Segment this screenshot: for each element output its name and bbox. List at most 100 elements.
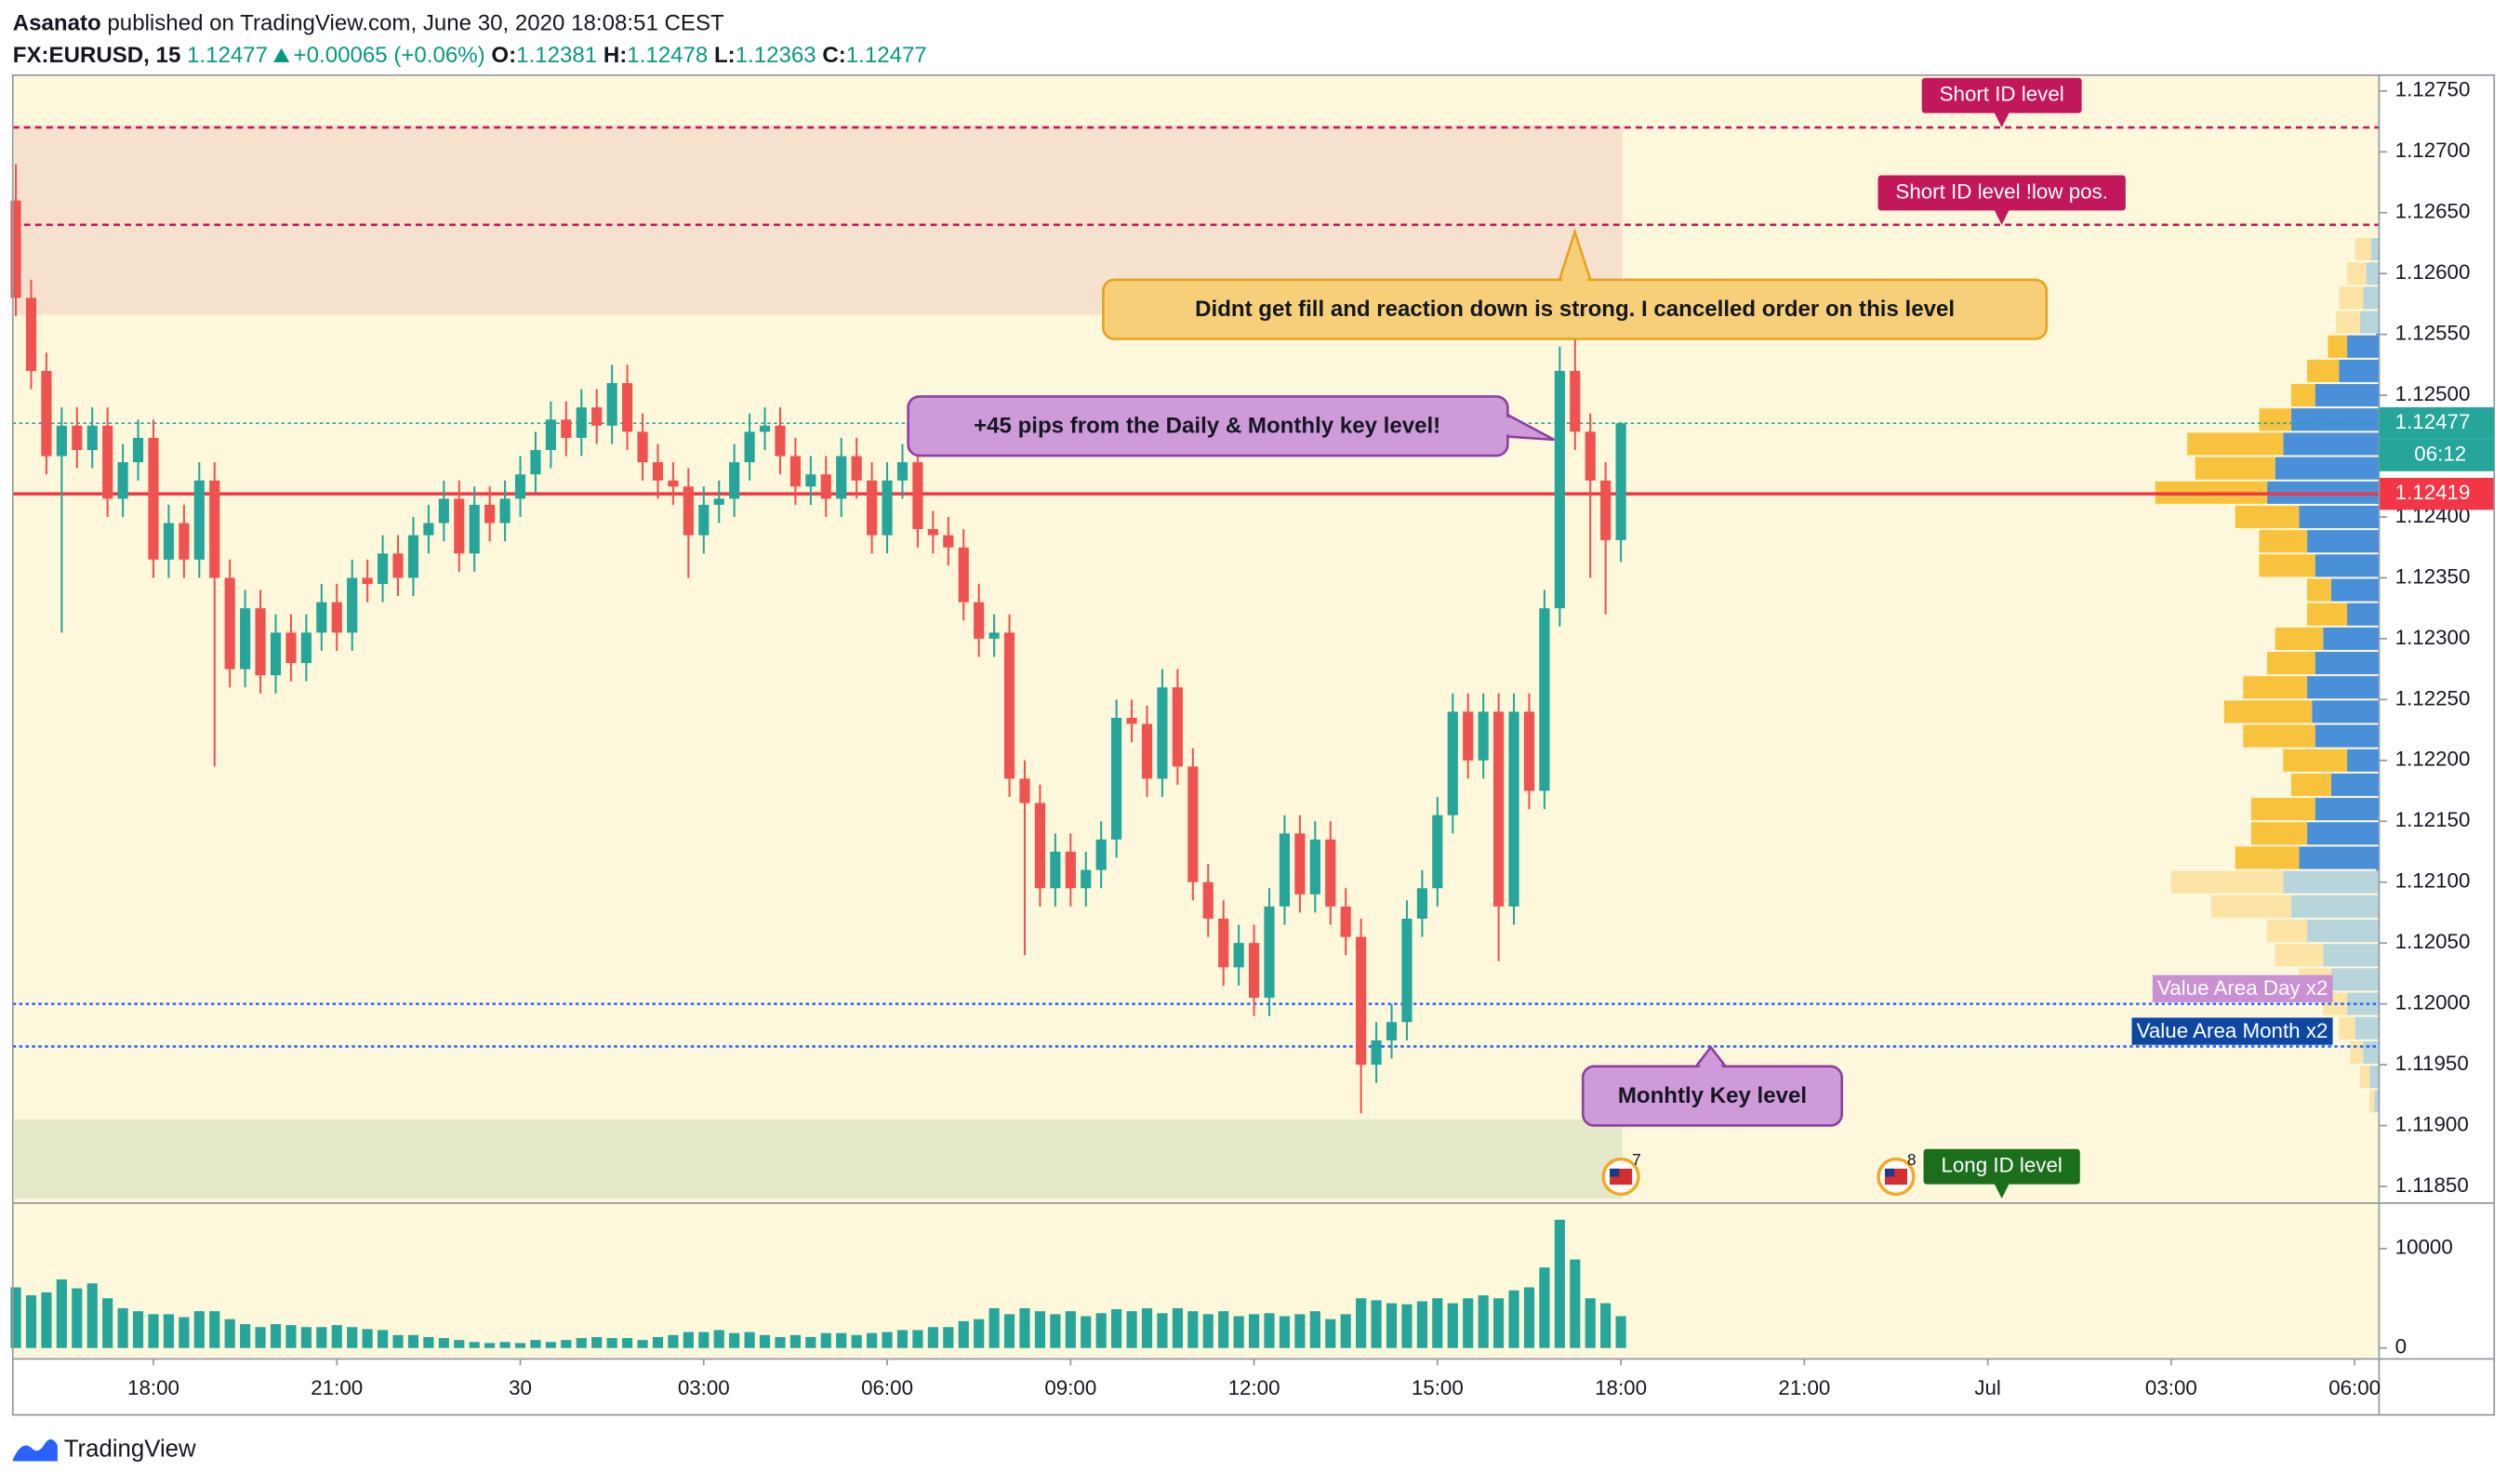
volume-bar — [1141, 1307, 1153, 1348]
candle-body — [1463, 711, 1474, 761]
y-tick-label: 1.12350 — [2395, 564, 2471, 588]
profile-down — [2315, 384, 2380, 407]
candle-body — [637, 431, 648, 463]
candle-body — [1340, 906, 1351, 937]
candle-body — [621, 382, 633, 432]
x-tick-label: 06:00 — [2328, 1376, 2381, 1399]
candle-body — [836, 456, 847, 499]
volume-bar — [1065, 1311, 1076, 1348]
volume-bar — [820, 1332, 831, 1348]
profile-down — [2347, 749, 2380, 772]
level-label-box — [1923, 1148, 2080, 1185]
candle-body — [545, 419, 556, 450]
axis-last-box — [2379, 407, 2495, 440]
callout-text: Didnt get fill and reaction down is stro… — [1195, 297, 1955, 322]
profile-down — [2283, 432, 2380, 456]
candle-body — [102, 425, 113, 499]
candle-body — [958, 547, 969, 603]
profile-up — [2259, 408, 2291, 431]
y-tick-label: 1.12750 — [2395, 78, 2471, 101]
profile-down — [2290, 894, 2380, 918]
callout-seam — [1697, 1053, 1725, 1070]
y-tick-label: 1.12550 — [2395, 322, 2471, 345]
volume-bar — [316, 1327, 327, 1348]
volume-bar — [1478, 1295, 1489, 1348]
volume-bar — [1325, 1318, 1336, 1348]
volume-bar — [1432, 1298, 1443, 1348]
candle-body — [820, 474, 831, 499]
volume-bar — [86, 1283, 98, 1348]
candle-body — [652, 462, 664, 481]
volume-bar — [1050, 1314, 1061, 1348]
candle-body — [1432, 815, 1443, 889]
profile-down — [2312, 700, 2380, 723]
profile-down — [2366, 262, 2380, 285]
volume-bar — [300, 1327, 312, 1348]
callout-seam — [1560, 241, 1589, 284]
candle-body — [683, 486, 694, 536]
candle-body — [1019, 778, 1030, 803]
volume-bar — [896, 1330, 909, 1348]
y-tick-label: 1.11950 — [2395, 1052, 2469, 1075]
author: Asanato — [12, 9, 101, 35]
candle-body — [561, 419, 572, 438]
volume-bar — [1157, 1313, 1168, 1348]
symbol: FX:EURUSD, 15 — [12, 41, 181, 68]
candle-body — [1570, 370, 1581, 432]
level-label-pointer — [1994, 208, 2010, 225]
volume-bar — [25, 1295, 37, 1348]
volume-bar — [1095, 1313, 1107, 1348]
volume-bar — [423, 1336, 434, 1348]
candle-body — [499, 498, 511, 523]
candle-body — [1065, 851, 1076, 889]
high-value: 1.12478 — [627, 41, 709, 68]
candle-body — [1003, 632, 1015, 779]
level-label-pointer — [1994, 111, 2010, 128]
profile-down — [2347, 335, 2380, 358]
level-tag-text: Value Area Day x2 — [2157, 976, 2328, 1000]
publish-line: Asanato published on TradingView.com, Ju… — [13, 9, 724, 35]
candle-body — [1050, 851, 1061, 889]
candle-body — [179, 523, 190, 560]
x-tick-label: 09:00 — [1044, 1376, 1096, 1399]
y-tick-label: 1.12000 — [2395, 991, 2471, 1014]
open-value: 1.12381 — [516, 41, 598, 68]
axis-price-box — [2379, 477, 2495, 510]
volume-bar — [1126, 1311, 1137, 1348]
event-count: 8 — [1907, 1150, 1917, 1169]
volume-bar — [912, 1330, 923, 1348]
candle-body — [1111, 717, 1122, 840]
volume-bar — [469, 1342, 480, 1348]
event-flag — [1610, 1168, 1620, 1177]
logo-text: TradingView — [64, 1436, 196, 1462]
volume-bar — [698, 1332, 710, 1348]
candle-body — [1325, 839, 1336, 907]
profile-up — [2250, 822, 2308, 845]
candle-body — [10, 200, 21, 298]
profile-down — [2299, 505, 2380, 529]
volume-bar — [1447, 1303, 1458, 1348]
volume-bar — [1340, 1314, 1351, 1348]
volume-bar — [179, 1317, 190, 1348]
level-tag-box — [2131, 1017, 2333, 1045]
volume-bar — [514, 1343, 526, 1348]
profile-down — [2347, 603, 2380, 626]
volume-bar — [148, 1314, 159, 1348]
candle-body — [255, 608, 266, 676]
candle-body — [454, 498, 465, 554]
volume-bar — [392, 1334, 404, 1348]
volume-bar — [56, 1279, 67, 1348]
volume-bar — [1003, 1314, 1015, 1348]
volume-bar — [1570, 1259, 1581, 1348]
candle-body — [193, 480, 205, 560]
profile-down — [2330, 968, 2380, 991]
candle-body — [1371, 1040, 1382, 1066]
candle-body — [729, 462, 740, 499]
profile-down — [2370, 237, 2380, 261]
y-tick-label: 1.12200 — [2395, 748, 2471, 771]
profile-up — [2339, 1016, 2355, 1040]
volume-bar — [974, 1318, 985, 1348]
candle-body — [1386, 1022, 1398, 1040]
candle-body — [209, 480, 220, 578]
profile-up — [2275, 627, 2324, 650]
